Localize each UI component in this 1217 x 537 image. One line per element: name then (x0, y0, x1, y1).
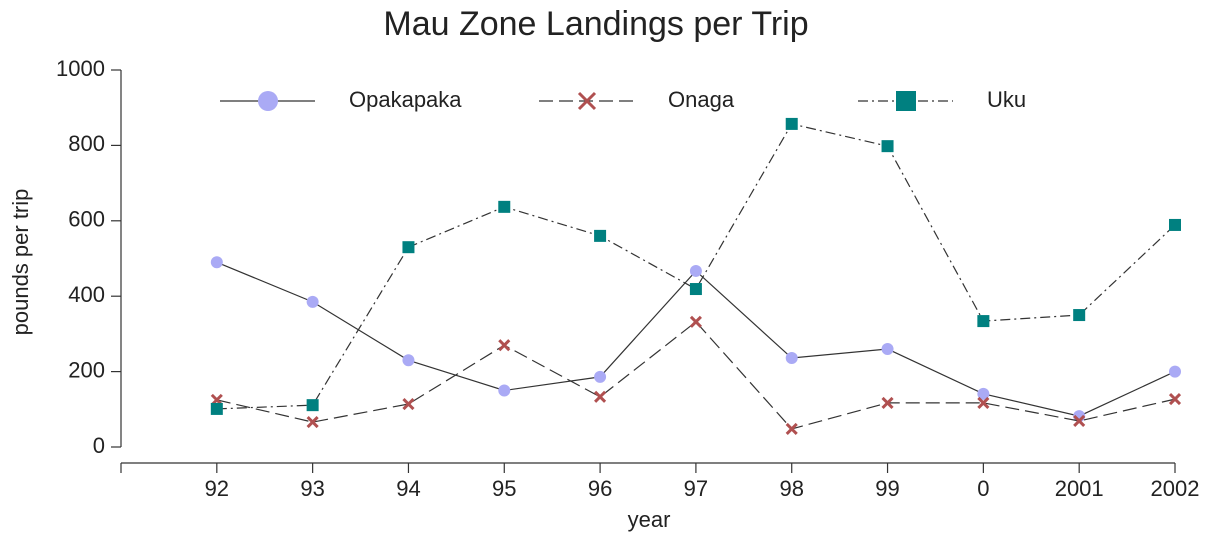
y-tick-label: 200 (68, 357, 105, 382)
legend-label: Onaga (668, 87, 735, 112)
point (1169, 365, 1181, 378)
point (306, 295, 319, 308)
x-tick-label: 98 (779, 476, 803, 501)
point (977, 396, 990, 409)
point (594, 390, 607, 403)
point (402, 397, 415, 411)
x-tick-label: 94 (396, 476, 420, 501)
x-tick-label: 96 (588, 476, 612, 501)
point (402, 354, 415, 367)
point (306, 399, 319, 412)
point (881, 140, 894, 153)
point (689, 264, 702, 277)
point (977, 387, 990, 400)
point (1073, 414, 1086, 428)
x-tick-label: 99 (875, 476, 899, 501)
y-axis-label: pounds per trip (8, 189, 33, 336)
x-tick-label: 97 (684, 476, 708, 501)
point (594, 229, 607, 242)
point (689, 283, 702, 296)
point (498, 339, 511, 352)
point (785, 117, 798, 130)
legend-label: Opakapaka (349, 87, 462, 112)
point (210, 402, 223, 415)
x-axis-label: year (628, 507, 671, 532)
point (498, 384, 511, 397)
legend-marker (577, 91, 597, 111)
legend-label: Uku (987, 87, 1026, 112)
y-tick-label: 1000 (56, 56, 105, 81)
point (785, 352, 798, 365)
point (881, 342, 894, 355)
legend-marker (258, 91, 278, 111)
point (1168, 393, 1182, 406)
point (210, 256, 223, 269)
x-tick-label: 93 (300, 476, 324, 501)
point (594, 370, 607, 383)
point (881, 396, 894, 409)
y-tick-label: 400 (68, 282, 105, 307)
point (1073, 309, 1086, 322)
series-line (216, 321, 1176, 430)
x-tick-label: 95 (492, 476, 516, 501)
legend: Opakapaka Onaga Uku (220, 87, 1026, 112)
x-tick-label: 92 (205, 476, 229, 501)
x-tick-label: 2002 (1151, 476, 1200, 501)
point (977, 315, 990, 328)
point (689, 315, 702, 328)
y-tick-label: 600 (68, 207, 105, 232)
y-tick-label: 800 (68, 131, 105, 156)
point (402, 241, 415, 254)
point (785, 422, 798, 435)
y-tick-label: 0 (93, 433, 105, 458)
chart-title: Mau Zone Landings per Trip (383, 5, 808, 43)
point (1169, 218, 1181, 231)
legend-marker (896, 91, 916, 111)
x-tick-label: 2001 (1055, 476, 1104, 501)
point (306, 416, 319, 429)
point (498, 200, 511, 213)
x-tick-label: 0 (977, 476, 989, 501)
